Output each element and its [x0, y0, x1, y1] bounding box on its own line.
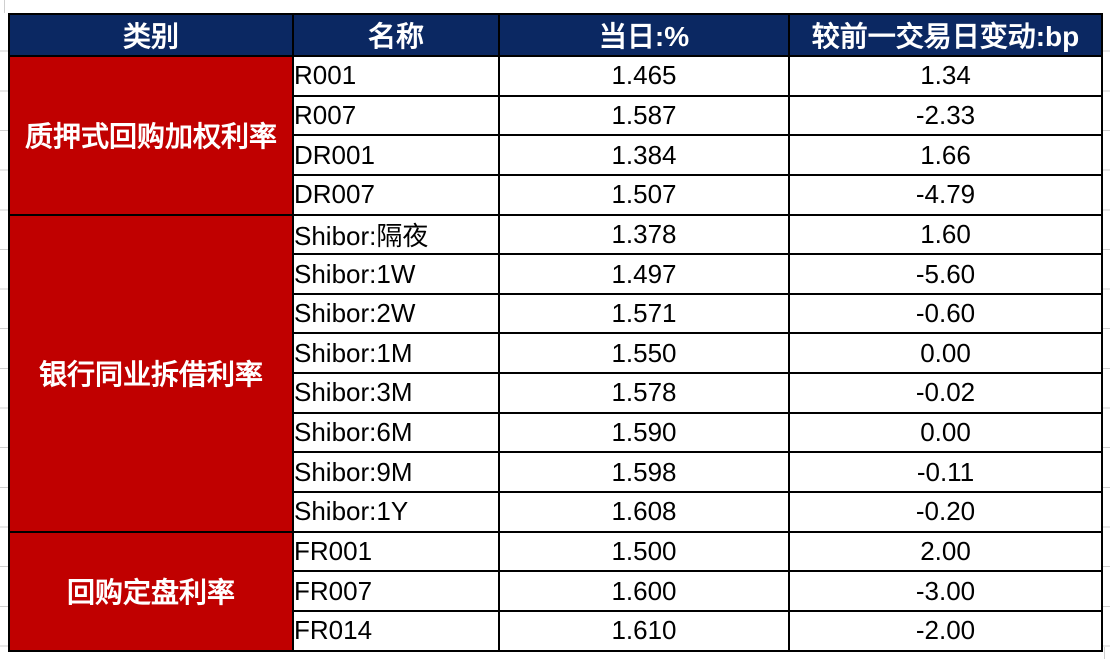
today-value-cell[interactable]: 1.571 [498, 292, 790, 335]
change-value-cell[interactable]: -3.00 [788, 570, 1103, 612]
today-value-cell[interactable]: 1.507 [498, 173, 790, 216]
rates-table: 类别 名称 当日:% 较前一交易日变动:bp 质押式回购加权利率 R001 1.46… [8, 13, 1103, 652]
change-value-cell[interactable]: -4.79 [788, 173, 1103, 216]
change-value-cell[interactable]: 0.00 [788, 411, 1103, 454]
change-value-cell[interactable]: -0.20 [788, 491, 1103, 533]
name-cell[interactable]: Shibor:1M [292, 332, 500, 375]
change-value-cell[interactable]: 0.00 [788, 332, 1103, 375]
header-today-percent[interactable]: 当日:% [498, 13, 790, 57]
today-value-cell[interactable]: 1.497 [498, 253, 790, 295]
table-row: 回购定盘利率 FR001 1.500 2.00 [8, 530, 1103, 652]
today-value-cell[interactable]: 1.590 [498, 411, 790, 454]
name-cell[interactable]: Shibor:1Y [292, 491, 500, 533]
table-row: Shibor:3M 1.578 -0.02 [9, 372, 1103, 414]
table-row: FR007 1.600 -3.00 [9, 570, 1103, 612]
table-row: DR007 1.507 -4.79 [9, 173, 1103, 216]
today-value-cell[interactable]: 1.578 [498, 372, 790, 414]
name-cell[interactable]: Shibor:3M [292, 372, 500, 414]
table-row: Shibor:1Y 1.608 -0.20 [9, 491, 1103, 533]
table-row: Shibor:2W 1.571 -0.60 [9, 292, 1103, 335]
name-cell[interactable]: R001 [292, 55, 500, 97]
category-cell[interactable]: 质押式回购加权利率 [8, 55, 294, 216]
name-cell[interactable]: FR001 [292, 530, 500, 573]
change-value-cell[interactable]: 1.34 [788, 55, 1103, 97]
header-name[interactable]: 名称 [292, 13, 500, 57]
change-value-cell[interactable]: 2.00 [788, 530, 1103, 573]
table-row: Shibor:9M 1.598 -0.11 [9, 451, 1103, 494]
change-value-cell[interactable]: -0.02 [788, 372, 1103, 414]
today-value-cell[interactable]: 1.600 [498, 570, 790, 612]
name-cell[interactable]: DR007 [292, 173, 500, 216]
change-value-cell[interactable]: -2.33 [788, 94, 1103, 137]
change-value-cell[interactable]: -5.60 [788, 253, 1103, 295]
category-cell[interactable]: 银行同业拆借利率 [8, 213, 294, 533]
today-value-cell[interactable]: 1.378 [498, 213, 790, 256]
change-value-cell[interactable]: 1.66 [788, 134, 1103, 176]
spreadsheet-gridline [1104, 647, 1105, 659]
rates-table-body: 质押式回购加权利率 R001 1.465 1.34 R007 1.587 -2.33 DR00… [8, 55, 1103, 652]
change-value-cell[interactable]: 1.60 [788, 213, 1103, 256]
change-value-cell[interactable]: -0.60 [788, 292, 1103, 335]
table-row: Shibor:1M 1.550 0.00 [9, 332, 1103, 375]
today-value-cell[interactable]: 1.384 [498, 134, 790, 176]
change-value-cell[interactable]: -2.00 [788, 609, 1103, 652]
table-row: 银行同业拆借利率 Shibor:隔夜 1.378 1.60 [8, 213, 1103, 533]
name-cell[interactable]: Shibor:6M [292, 411, 500, 454]
spreadsheet-gridline [0, 12, 8, 648]
name-cell[interactable]: Shibor:9M [292, 451, 500, 494]
today-value-cell[interactable]: 1.587 [498, 94, 790, 137]
header-change-bp[interactable]: 较前一交易日变动:bp [788, 13, 1103, 57]
category-cell[interactable]: 回购定盘利率 [8, 530, 294, 652]
today-value-cell[interactable]: 1.610 [498, 609, 790, 652]
table-row: Shibor:6M 1.590 0.00 [9, 411, 1103, 454]
change-value-cell[interactable]: -0.11 [788, 451, 1103, 494]
name-cell[interactable]: FR014 [292, 609, 500, 652]
spreadsheet-gridline [1101, 12, 1110, 648]
name-cell[interactable]: Shibor:1W [292, 253, 500, 295]
today-value-cell[interactable]: 1.608 [498, 491, 790, 533]
name-cell[interactable]: DR001 [292, 134, 500, 176]
table-row: Shibor:1W 1.497 -5.60 [9, 253, 1103, 295]
table-row: DR001 1.384 1.66 [9, 134, 1103, 176]
table-row: 质押式回购加权利率 R001 1.465 1.34 [8, 55, 1103, 216]
today-value-cell[interactable]: 1.500 [498, 530, 790, 573]
name-cell[interactable]: FR007 [292, 570, 500, 612]
table-row: FR014 1.610 -2.00 [9, 609, 1103, 652]
name-cell[interactable]: R007 [292, 94, 500, 137]
spreadsheet-gridline [4, 0, 5, 13]
today-value-cell[interactable]: 1.598 [498, 451, 790, 494]
header-category[interactable]: 类别 [8, 13, 294, 57]
today-value-cell[interactable]: 1.465 [498, 55, 790, 97]
name-cell[interactable]: Shibor:2W [292, 292, 500, 335]
header-row: 类别 名称 当日:% 较前一交易日变动:bp [8, 13, 1103, 57]
table-row: R007 1.587 -2.33 [9, 94, 1103, 137]
name-cell[interactable]: Shibor:隔夜 [292, 213, 500, 256]
today-value-cell[interactable]: 1.550 [498, 332, 790, 375]
